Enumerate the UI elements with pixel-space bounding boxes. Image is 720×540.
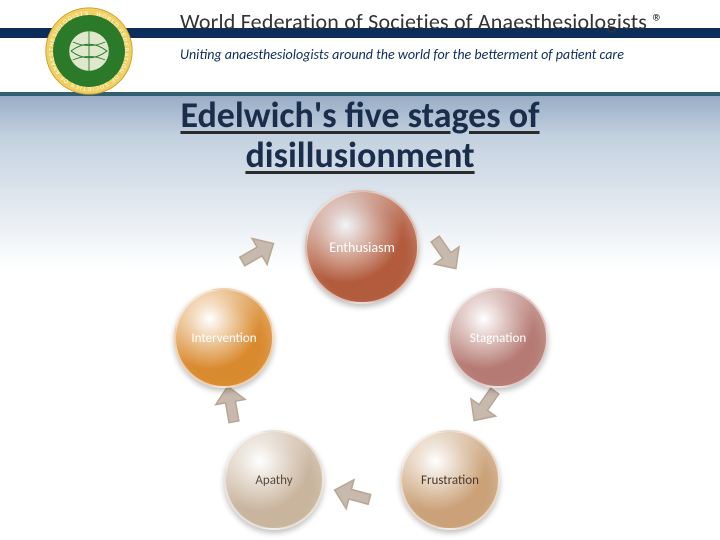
wfsa-logo: WORLD FEDERATION OF SOCIETIES OF ANAESTH…	[44, 6, 134, 96]
cycle-node-intervention: Intervention	[174, 288, 274, 388]
slide-title-line2: disillusionment	[245, 133, 474, 177]
cycle-node-enthusiasm: Enthusiasm	[305, 190, 419, 304]
cycle-node-apathy: Apathy	[224, 430, 324, 530]
org-title: World Federation of Societies of Anaesth…	[180, 8, 664, 35]
cycle-arrow	[226, 222, 289, 285]
cycle-node-label: Enthusiasm	[329, 239, 395, 256]
cycle-node-stagnation: Stagnation	[448, 288, 548, 388]
slide-title: Edelwich's five stages of disillusionmen…	[0, 96, 720, 175]
cycle-diagram: Enthusiasm Stagnation Frustration Apathy Int…	[160, 190, 560, 530]
cycle-node-label: Intervention	[191, 331, 256, 346]
cycle-node-label: Apathy	[255, 473, 292, 488]
slide: WORLD FEDERATION OF SOCIETIES OF ANAESTH…	[0, 0, 720, 540]
slide-title-line1: Edelwich's five stages of	[180, 93, 539, 137]
cycle-arrow	[413, 221, 477, 285]
org-tagline: Uniting anaesthesiologists around the wo…	[180, 46, 624, 63]
cycle-node-frustration: Frustration	[400, 430, 500, 530]
header-bar: WORLD FEDERATION OF SOCIETIES OF ANAESTH…	[0, 0, 720, 96]
cycle-node-label: Frustration	[421, 473, 479, 488]
cycle-node-label: Stagnation	[470, 331, 526, 346]
cycle-arrow	[325, 467, 381, 523]
